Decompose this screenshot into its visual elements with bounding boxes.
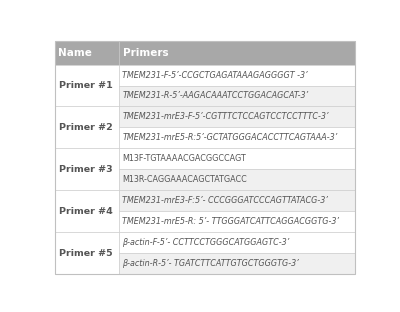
Text: TMEM231-F-5’-CCGCTGAGATAAAGAGGGGT -3’: TMEM231-F-5’-CCGCTGAGATAAAGAGGGGT -3’	[122, 71, 308, 80]
Bar	[119, 169, 355, 190]
Text: Primer #4: Primer #4	[59, 207, 112, 216]
Text: Name: Name	[58, 48, 92, 58]
Bar	[55, 106, 119, 149]
Text: TMEM231-mrE3-F:5’- CCCGGGATCCCAGTTATACG-3’: TMEM231-mrE3-F:5’- CCCGGGATCCCAGTTATACG-…	[122, 196, 328, 205]
Bar	[119, 232, 355, 253]
Text: TMEM231-mrE5-R:5’-GCTATGGGACACCTTCAGTAAA-3’: TMEM231-mrE5-R:5’-GCTATGGGACACCTTCAGTAAA…	[122, 134, 338, 142]
Bar	[55, 41, 119, 65]
Bar	[119, 106, 355, 127]
Bar	[55, 232, 119, 274]
Text: β-actin-F-5’- CCTTCCTGGGCATGGAGTC-3’: β-actin-F-5’- CCTTCCTGGGCATGGAGTC-3’	[122, 238, 290, 247]
Text: TMEM231-R-5’-AAGACAAATCCTGGACAGCAT-3’: TMEM231-R-5’-AAGACAAATCCTGGACAGCAT-3’	[122, 91, 308, 100]
Text: Primer #2: Primer #2	[59, 123, 112, 132]
Bar	[119, 253, 355, 274]
Bar	[119, 127, 355, 149]
Bar	[55, 149, 119, 190]
Bar	[119, 41, 355, 65]
Text: Primer #3: Primer #3	[59, 165, 112, 174]
Text: Primer #5: Primer #5	[59, 249, 112, 258]
Text: Primers: Primers	[123, 48, 169, 58]
Bar	[119, 65, 355, 85]
Text: M13F-TGTAAAACGACGGCCAGT: M13F-TGTAAAACGACGGCCAGT	[122, 154, 246, 163]
Text: M13R-CAGGAAACAGCTATGACC: M13R-CAGGAAACAGCTATGACC	[122, 175, 247, 184]
Text: Primer #1: Primer #1	[59, 81, 112, 90]
Bar	[119, 190, 355, 211]
Bar	[119, 149, 355, 169]
Bar	[119, 211, 355, 232]
Bar	[55, 65, 119, 106]
Bar	[119, 85, 355, 106]
Text: TMEM231-mrE3-F-5’-CGTTTCTCCAGTCCTCCTTTC-3’: TMEM231-mrE3-F-5’-CGTTTCTCCAGTCCTCCTTTC-…	[122, 112, 329, 121]
Bar	[55, 190, 119, 232]
Text: TMEM231-mrE5-R: 5’- TTGGGATCATTCAGGACGGTG-3’: TMEM231-mrE5-R: 5’- TTGGGATCATTCAGGACGGT…	[122, 217, 340, 226]
Text: β-actin-R-5’- TGATCTTCATTGTGCTGGGTG-3’: β-actin-R-5’- TGATCTTCATTGTGCTGGGTG-3’	[122, 259, 299, 268]
